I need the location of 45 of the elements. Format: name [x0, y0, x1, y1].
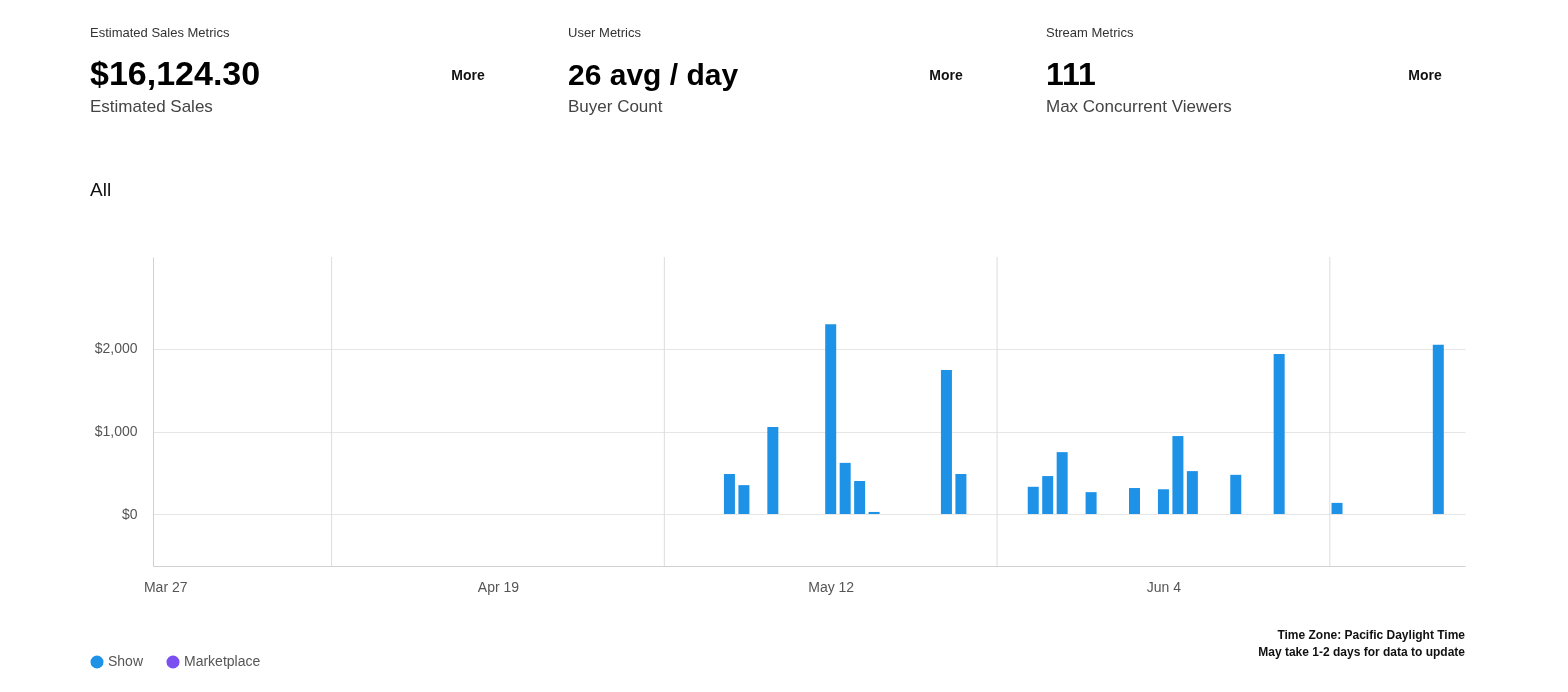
bar [1273, 353, 1285, 515]
bar [854, 481, 866, 515]
bar [738, 485, 750, 515]
bar [825, 324, 837, 515]
y-tick-label: $2,000 [94, 340, 138, 357]
bar [1085, 492, 1097, 515]
bar [940, 370, 952, 515]
text: $16,124.30 [90, 54, 261, 92]
x-tick-label: Jun 4 [1146, 578, 1182, 595]
text: Estimated Sales Metrics [90, 25, 230, 40]
text: Buyer Count [568, 97, 663, 116]
bar [1056, 452, 1068, 515]
text: Stream Metrics [1046, 25, 1134, 40]
bar [1230, 474, 1242, 515]
text: Estimated Sales [90, 97, 213, 116]
bar [723, 474, 735, 515]
text: 111 [1046, 56, 1096, 92]
bar [868, 511, 880, 515]
text: 26 avg / day [568, 58, 739, 91]
text: May take 1-2 days for data to update [1258, 645, 1466, 659]
text: User Metrics [568, 25, 642, 40]
bar [1331, 502, 1343, 515]
y-tick-label: $0 [121, 505, 138, 522]
text: Time Zone: Pacific Daylight Time [1277, 628, 1466, 642]
y-tick-label: $1,000 [94, 423, 138, 440]
bar [1027, 486, 1039, 515]
text: All [90, 179, 112, 200]
bar [1432, 344, 1444, 515]
text: Max Concurrent Viewers [1046, 97, 1232, 116]
x-tick-label: Mar 27 [143, 578, 188, 595]
bar [1157, 489, 1169, 515]
bar [1172, 436, 1184, 515]
legend-label: Show [108, 653, 144, 669]
text: More [1408, 67, 1442, 83]
text: More [929, 67, 963, 83]
bar [1042, 476, 1054, 515]
bar [1129, 488, 1140, 515]
bar [1186, 471, 1198, 515]
text: More [451, 67, 485, 83]
x-tick-label: Apr 19 [477, 578, 520, 595]
bar [767, 426, 779, 515]
x-tick-label: May 12 [808, 578, 855, 595]
bar [839, 462, 851, 515]
legend-label: Marketplace [184, 653, 261, 669]
bar [955, 474, 967, 515]
